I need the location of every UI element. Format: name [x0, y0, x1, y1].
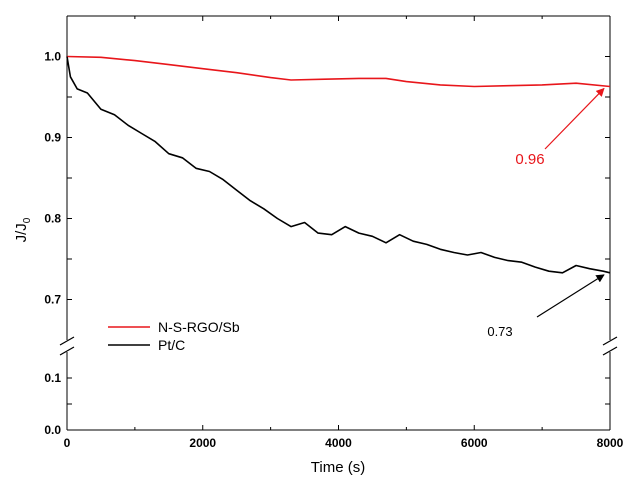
legend: N-S-RGO/Sb Pt/C [108, 319, 240, 353]
annotation-arrow-1 [544, 87, 605, 150]
x-tick-label: 2000 [189, 436, 216, 450]
x-tick-label: 8000 [597, 436, 624, 450]
x-axis-label: Time (s) [311, 459, 365, 476]
legend-label-1: N-S-RGO/Sb [158, 319, 240, 335]
y-tick-label: 1.0 [44, 50, 61, 64]
annotation-label-2: 0.73 [487, 324, 512, 339]
annotation-layer: 0.96 0.73 [487, 87, 605, 339]
axis-break-mark-right-1 [602, 336, 618, 346]
annotation-label-1: 0.96 [515, 151, 544, 168]
legend-label-2: Pt/C [158, 337, 185, 353]
axis-ticks [66, 16, 611, 431]
y-tick-label: 0.1 [44, 371, 61, 385]
y-tick-label: 0.8 [44, 212, 61, 226]
x-tick-label: 0 [64, 436, 71, 450]
series-line-pt-c [66, 56, 611, 274]
y-axis-label: J/J0 [13, 217, 33, 242]
y-tick-label: 0.0 [44, 423, 61, 437]
x-tick-label: 6000 [461, 436, 488, 450]
series-layer [66, 55, 611, 274]
x-tick-label: 4000 [325, 436, 352, 450]
axis-break-mark-left-1 [59, 336, 75, 346]
series-line-nsrgo-sb [66, 55, 611, 88]
y-tick-label: 0.9 [44, 131, 61, 145]
tick-labels: 0 2000 4000 6000 8000 0.7 0.8 0.9 1.0 0.0 0.1 [44, 50, 623, 451]
svg-text:J/J0: J/J0 [13, 217, 33, 242]
y-tick-label: 0.7 [44, 293, 61, 307]
axis-break-mark-left-2 [59, 346, 75, 356]
annotation-arrow-2 [536, 274, 605, 318]
y-axis-label-main: J/J [13, 223, 30, 242]
y-axis-label-subscript: 0 [22, 217, 33, 223]
axis-break-mark-right-2 [602, 346, 618, 356]
